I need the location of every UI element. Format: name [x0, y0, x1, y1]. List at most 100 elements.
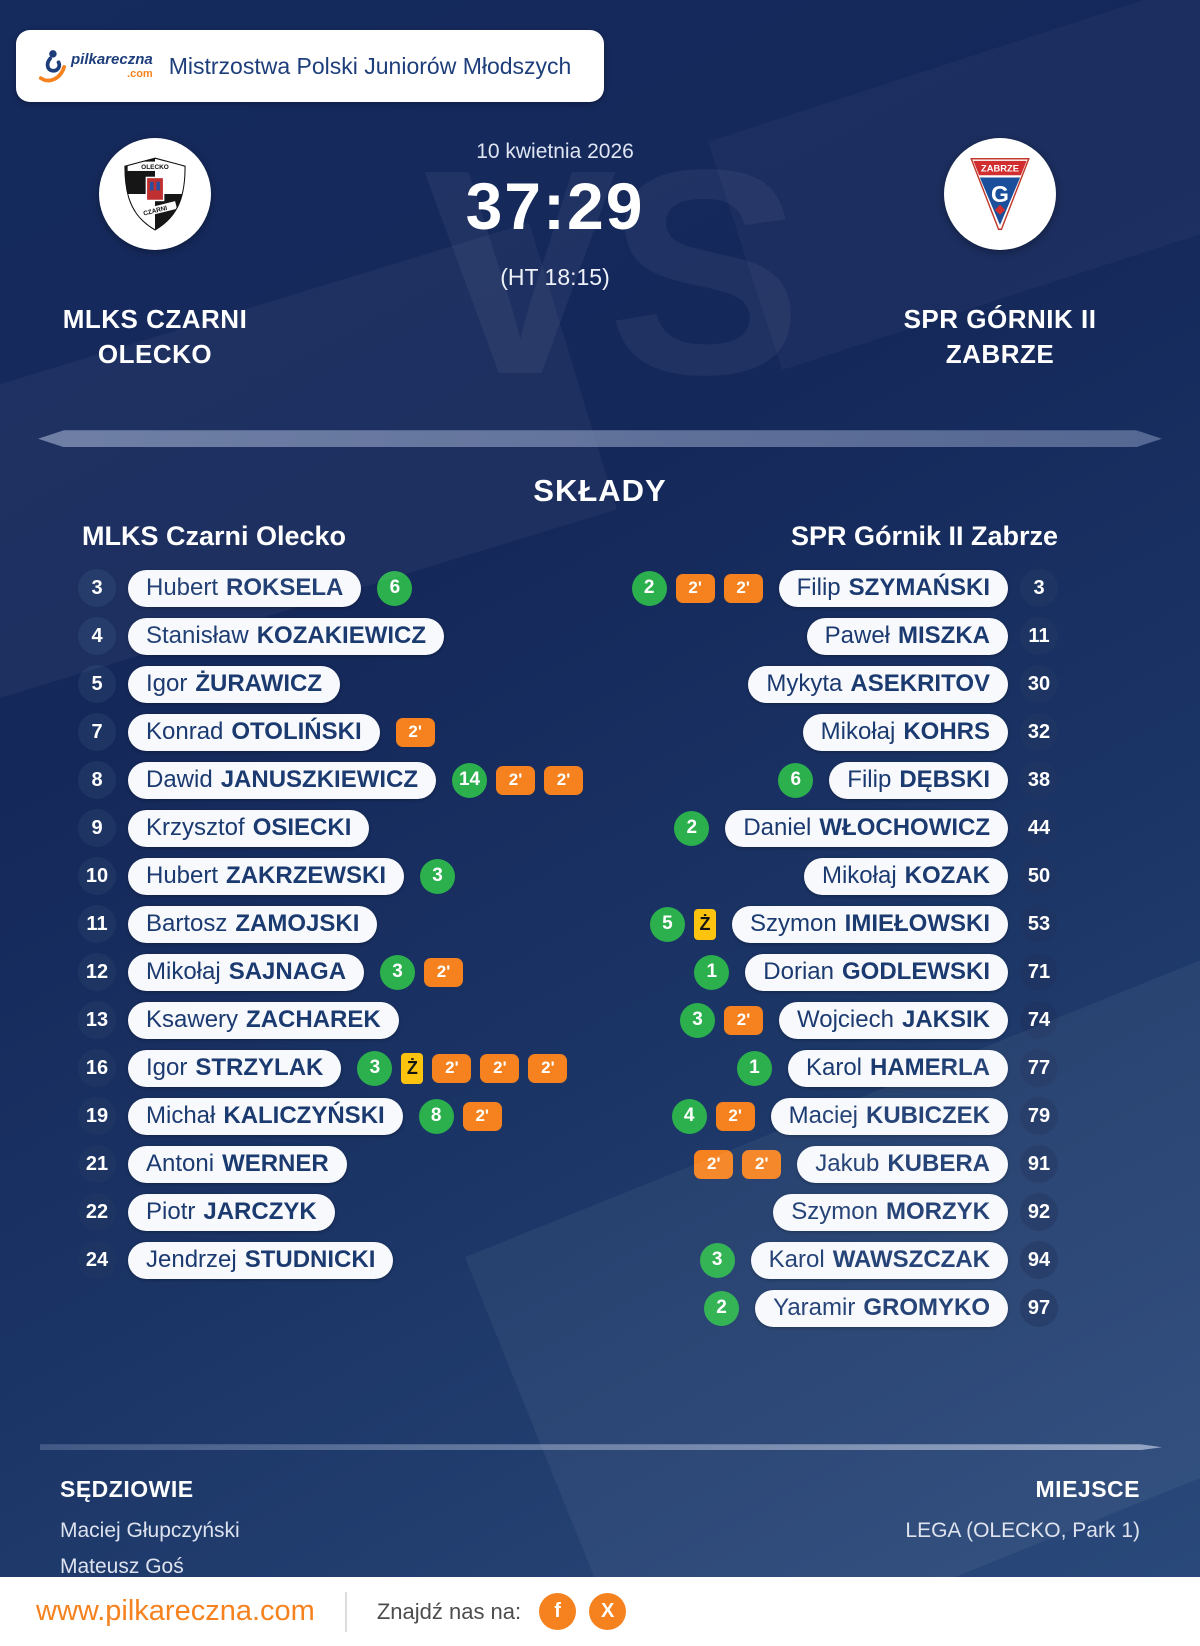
player-last-name: KOHRS	[903, 718, 990, 746]
svg-text:ZABRZE: ZABRZE	[981, 164, 1019, 174]
roster-headers: MLKS Czarni Olecko SPR Górnik II Zabrze	[0, 521, 1200, 552]
player-name-pill: Szymon IMIEŁOWSKI	[731, 905, 1008, 943]
player-row: 22 Piotr JARCZYK	[0, 1188, 600, 1236]
player-number: 30	[1020, 665, 1058, 704]
player-number: 8	[78, 761, 116, 800]
player-badges: 1	[736, 1050, 772, 1086]
player-name-pill: Mikołaj KOZAK	[803, 857, 1008, 895]
player-row: 9 Krzysztof OSIECKI	[0, 804, 600, 852]
player-row: 24 Jendrzej STUDNICKI	[0, 1236, 600, 1284]
social-icons: f X	[539, 1593, 627, 1630]
player-last-name: JARCZYK	[203, 1198, 317, 1226]
player-row: 11 Bartosz ZAMOJSKI	[0, 900, 600, 948]
player-row: 1 Karol HAMERLA 77	[600, 1044, 1200, 1092]
suspension-badge: 2'	[480, 1053, 520, 1083]
pilkareczna-logo[interactable]: pilkareczna .com	[38, 48, 153, 84]
player-first-name: Krzysztof	[146, 814, 245, 842]
player-last-name: STRZYLAK	[195, 1054, 324, 1082]
player-number: 50	[1020, 857, 1058, 896]
player-row: 10 Hubert ZAKRZEWSKI 3	[0, 852, 600, 900]
facebook-icon[interactable]: f	[539, 1593, 577, 1630]
brand-logo-main: pilkareczna	[71, 51, 153, 68]
player-row: 3 Karol WAWSZCZAK 94	[600, 1236, 1200, 1284]
suspension-badge: 2'	[395, 717, 435, 747]
player-badges: 8 2'	[418, 1098, 502, 1134]
player-last-name: JAKSIK	[901, 1006, 990, 1034]
player-badges: 1	[694, 954, 730, 990]
player-name-pill: Wojciech JAKSIK	[779, 1001, 1008, 1039]
player-first-name: Wojciech	[797, 1006, 894, 1034]
player-first-name: Stanisław	[146, 622, 249, 650]
player-row: 2 Daniel WŁOCHOWICZ 44	[600, 804, 1200, 852]
footer-divider	[344, 1591, 347, 1632]
away-team: ZABRZE G SPR GÓRNIK II ZABRZE	[800, 138, 1200, 372]
roster-columns: 3 Hubert ROKSELA 6 4 Stanisław KOZAKIEWICZ 5 Igo…	[0, 564, 1200, 1332]
player-number: 97	[1020, 1289, 1058, 1328]
player-row: 13 Ksawery ZACHAREK	[0, 996, 600, 1044]
gornik-zabrze-crest-icon: ZABRZE G	[970, 158, 1030, 230]
goals-badge: 2	[674, 810, 710, 846]
player-name-pill: Filip SZYMAŃSKI	[778, 569, 1008, 607]
halftime-score: (HT 18:15)	[500, 264, 610, 290]
player-name-pill: Konrad OTOLIŃSKI	[128, 713, 380, 751]
player-row: Paweł MISZKA 11	[600, 612, 1200, 660]
away-team-crest: ZABRZE G	[944, 138, 1056, 250]
brand-header-card: pilkareczna .com Mistrzostwa Polski Juni…	[16, 30, 604, 102]
suspension-badge: 2'	[715, 1101, 755, 1131]
player-number: 32	[1020, 713, 1058, 752]
player-badges: 2	[704, 1290, 740, 1326]
goals-badge: 2	[631, 570, 667, 606]
player-number: 92	[1020, 1193, 1058, 1232]
player-name-pill: Jendrzej STUDNICKI	[128, 1241, 394, 1279]
player-first-name: Piotr	[146, 1198, 196, 1226]
player-last-name: ŻURAWICZ	[195, 670, 323, 698]
player-badges: 2	[674, 810, 710, 846]
player-last-name: KUBICZEK	[866, 1102, 990, 1130]
player-name-pill: Mikołaj SAJNAGA	[128, 953, 365, 991]
player-name-pill: Szymon MORZYK	[773, 1193, 1008, 1231]
player-first-name: Igor	[146, 1054, 188, 1082]
player-name-pill: Maciej KUBICZEK	[770, 1097, 1008, 1135]
goals-badge: 6	[377, 570, 413, 606]
goals-badge: 1	[694, 954, 730, 990]
player-name-pill: Dawid JANUSZKIEWICZ	[128, 761, 437, 799]
player-last-name: OSIECKI	[252, 814, 352, 842]
competition-title: Mistrzostwa Polski Juniorów Młodszych	[168, 52, 572, 79]
player-row: 12 Mikołaj SAJNAGA 3 2'	[0, 948, 600, 996]
footer-bar: www.pilkareczna.com Znajdź nas na: f X	[0, 1577, 1200, 1646]
player-number: 71	[1020, 953, 1058, 992]
player-number: 11	[1020, 617, 1058, 656]
player-row: 6 Filip DĘBSKI 38	[600, 756, 1200, 804]
player-last-name: ZACHAREK	[246, 1006, 381, 1034]
goals-badge: 3	[420, 858, 456, 894]
player-first-name: Dawid	[146, 766, 213, 794]
player-first-name: Szymon	[749, 910, 837, 938]
player-badges: 2 2' 2'	[631, 570, 763, 606]
player-first-name: Mikołaj	[146, 958, 221, 986]
player-first-name: Hubert	[146, 862, 219, 890]
goals-badge: 4	[671, 1098, 707, 1134]
social-label: Znajdź nas na:	[376, 1598, 522, 1624]
section-divider	[38, 430, 1162, 447]
goals-badge: 1	[736, 1050, 772, 1086]
suspension-badge: 2'	[496, 765, 536, 795]
player-name-pill: Bartosz ZAMOJSKI	[128, 905, 378, 943]
player-last-name: ROKSELA	[226, 574, 344, 602]
referees-label: SĘDZIOWIE	[60, 1476, 194, 1503]
player-last-name: ASEKRITOV	[850, 670, 990, 698]
away-team-name: SPR GÓRNIK II ZABRZE	[904, 302, 1097, 372]
website-link[interactable]: www.pilkareczna.com	[36, 1595, 315, 1627]
player-badges: 2' 2'	[694, 1149, 782, 1179]
player-number: 10	[78, 857, 116, 896]
player-number: 79	[1020, 1097, 1058, 1136]
player-name-pill: Filip DĘBSKI	[829, 761, 1008, 799]
player-name-pill: Jakub KUBERA	[797, 1145, 1008, 1183]
player-last-name: MORZYK	[886, 1198, 990, 1226]
player-first-name: Konrad	[146, 718, 224, 746]
player-badges: 14 2' 2'	[452, 762, 584, 798]
player-last-name: DĘBSKI	[899, 766, 990, 794]
suspension-badge: 2'	[544, 765, 584, 795]
x-icon[interactable]: X	[589, 1593, 627, 1630]
player-name-pill: Karol WAWSZCZAK	[750, 1241, 1008, 1279]
svg-text:OLECKO: OLECKO	[141, 164, 169, 171]
